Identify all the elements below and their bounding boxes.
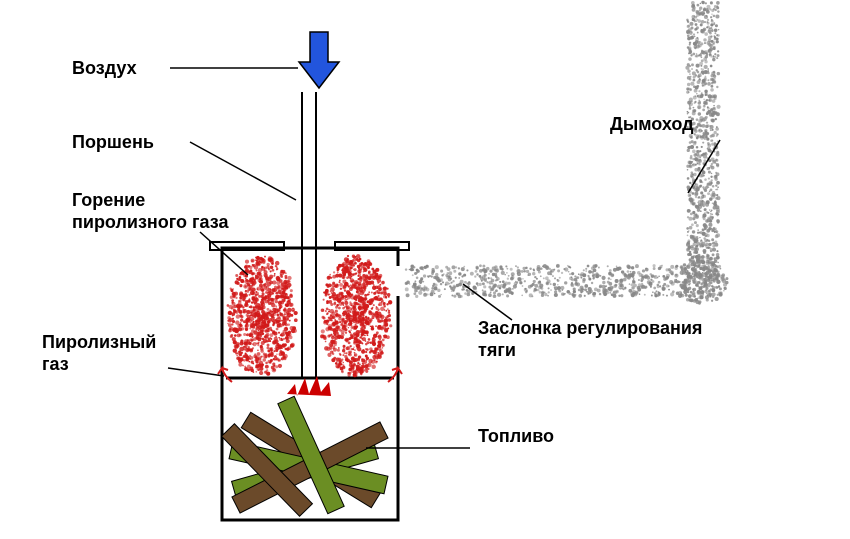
label-air: Воздух — [72, 58, 137, 78]
label-piston: Поршень — [72, 132, 154, 152]
label-burning_1: Горение — [72, 190, 145, 210]
label-damper_1: Заслонка регулирования — [478, 318, 702, 338]
label-burning_2: пиролизного газа — [72, 212, 229, 232]
label-fuel: Топливо — [478, 426, 554, 446]
label-chimney: Дымоход — [610, 114, 694, 134]
background — [0, 0, 850, 539]
label-pyro_1: Пиролизный — [42, 332, 156, 352]
label-pyro_2: газ — [42, 354, 69, 374]
label-damper_2: тяги — [478, 340, 516, 360]
